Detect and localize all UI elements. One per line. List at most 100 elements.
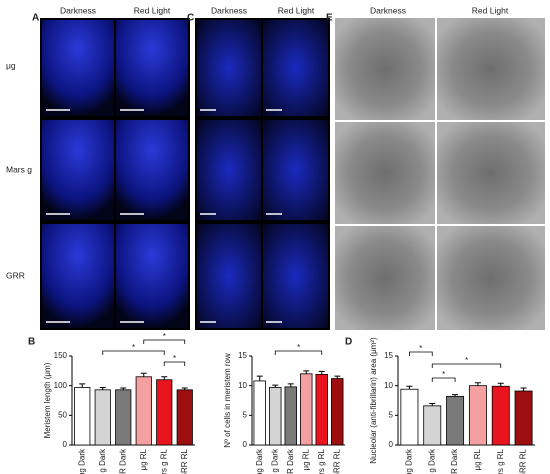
x-tick-label: μg RL [139,448,148,470]
root-images [42,20,188,328]
error-bar [99,386,106,390]
y-tick-label: 15 [238,351,247,360]
bar [135,376,152,446]
error-bar [520,387,527,392]
significance-mark: * [297,343,300,352]
error-bar [406,385,413,390]
x-tick-label: GRR RL [180,448,189,474]
bar [269,387,282,446]
error-bar [181,387,188,390]
y-tick-label: 150 [54,351,68,360]
panel-label: C [187,13,194,24]
error-bar [287,383,294,387]
y-tick-label: 100 [54,381,68,390]
y-tick-label: 0 [63,440,68,449]
bar [94,389,111,446]
x-tick-label: Mars g Dark [270,448,279,474]
row-label: μg [6,60,16,70]
x-tick-label: μg RL [301,448,310,470]
significance-bracket [274,350,323,355]
bar [115,389,132,446]
x-tick-label: GRR Dark [450,448,459,474]
error-bar [272,384,279,388]
bar [514,390,533,446]
significance-bracket [102,350,165,355]
error-bar [429,402,436,406]
significance-mark: * [163,332,166,341]
y-tick-label: 5 [389,410,394,419]
panel-label: B [28,337,35,348]
significance-mark: * [442,370,445,379]
error-bar [318,370,325,375]
x-tick-label: μg Dark [77,448,86,474]
bar [423,405,442,446]
y-tick-label: 0 [243,440,248,449]
bar [446,395,465,446]
x-tick-label: μg RL [473,448,482,470]
bar [468,385,487,446]
scale-bars [46,109,282,323]
x-tick-label: Mars g Dark [427,448,436,474]
x-tick-label: Mars g Dark [98,448,107,474]
error-bar [474,382,481,386]
bar [315,373,328,446]
error-bar [120,387,127,390]
y-tick-label: 15 [384,351,393,360]
error-bar [256,375,263,381]
panel-label: E [326,13,333,24]
y-tick-label: 10 [238,381,247,390]
y-axis-label: Nº of cells in meristem row [223,353,232,448]
column-header: Red Light [134,5,171,15]
y-tick-label: 10 [384,381,393,390]
significance-bracket [409,351,433,356]
bar [491,385,510,446]
error-bar [497,382,504,387]
significance-mark: * [173,354,176,363]
error-bar [79,383,86,388]
row-label: Mars g [6,164,32,174]
error-bar [303,370,310,374]
micrographs [40,18,545,330]
x-tick-label: Mars g RL [496,448,505,474]
bar [74,387,91,446]
significance-mark: * [465,356,468,365]
gfp-images [197,20,328,328]
bar [253,380,266,446]
column-header: Darkness [60,5,96,15]
bar [400,388,419,446]
column-header: Red Light [278,5,315,15]
x-tick-label: GRR RL [519,448,528,474]
significance-mark: * [419,344,422,353]
error-bar [334,375,341,379]
error-bar [140,372,147,377]
error-bar [161,376,168,380]
column-header: Darkness [370,5,406,15]
x-tick-label: Mars g RL [317,448,326,474]
x-tick-label: μg Dark [405,448,414,474]
panel-label: D [345,337,352,348]
x-tick-label: GRR RL [332,448,341,474]
row-label: GRR [6,270,25,280]
tem-images [335,18,545,330]
significance-bracket [163,361,186,366]
significance-mark: * [132,343,135,352]
x-tick-label: GRR Dark [286,448,295,474]
column-header: Darkness [211,5,247,15]
bar [156,379,173,446]
bar [300,373,313,446]
y-axis-label: Nucleolar (anti-fibrillarin) area (μm²) [369,337,378,464]
y-tick-label: 50 [58,410,67,419]
bar [284,386,297,446]
significance-bracket [143,339,186,344]
panel-label: A [32,13,39,24]
x-tick-label: GRR Dark [118,448,127,474]
y-tick-label: 0 [389,440,394,449]
y-axis-label: Meristem length (μm) [43,362,52,438]
significance-bracket [431,377,456,382]
bar [176,389,193,446]
column-header: Red Light [472,5,509,15]
x-tick-label: μg Dark [255,448,264,474]
x-tick-label: Mars g RL [159,448,168,474]
significance-bracket [431,363,502,368]
